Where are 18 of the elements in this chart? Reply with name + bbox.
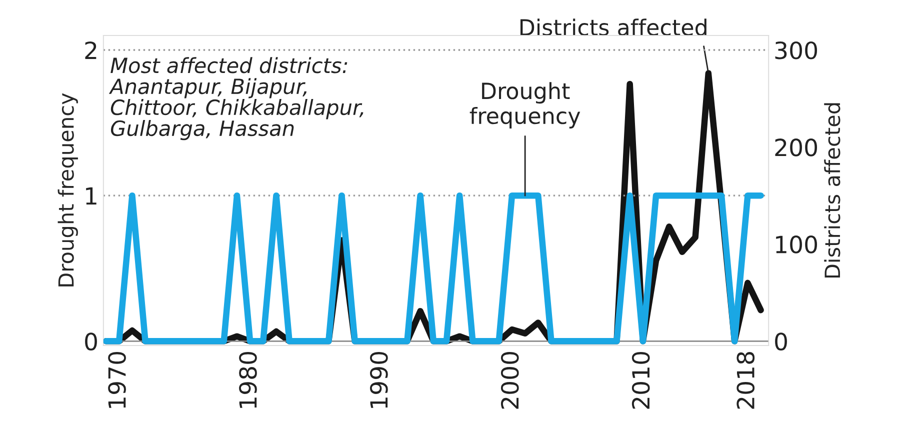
y2-tick-label: 200 [775, 138, 818, 156]
x-tick-label: 1970 [108, 352, 126, 408]
x-tick-label: 1980 [239, 352, 257, 408]
series-label: Districts affected [520, 18, 706, 36]
y2-tick-label: 300 [775, 41, 818, 60]
y-axis-title: Drought frequency [58, 93, 78, 286]
x-tick-label: 2010 [632, 352, 650, 409]
annotation: Most affected districts: Anantapur, Bijapur, Chittoor, Chikkaballapur, Gulbarga, Hassan [108, 57, 364, 140]
y-tick-label: 2 [85, 41, 96, 59]
y-tick-label: 0 [85, 332, 97, 350]
y2-tick-label: 0 [775, 332, 787, 350]
y2-tick-label: 100 [776, 236, 818, 254]
text: Drought frequency [470, 82, 580, 128]
y2-axis-title: Districts affected [824, 103, 840, 278]
y-tick-label: 1 [86, 187, 96, 205]
x-tick-label: 2018 [736, 352, 755, 409]
x-tick-label: 1990 [370, 352, 388, 408]
x-tick-label: 2000 [500, 352, 519, 409]
